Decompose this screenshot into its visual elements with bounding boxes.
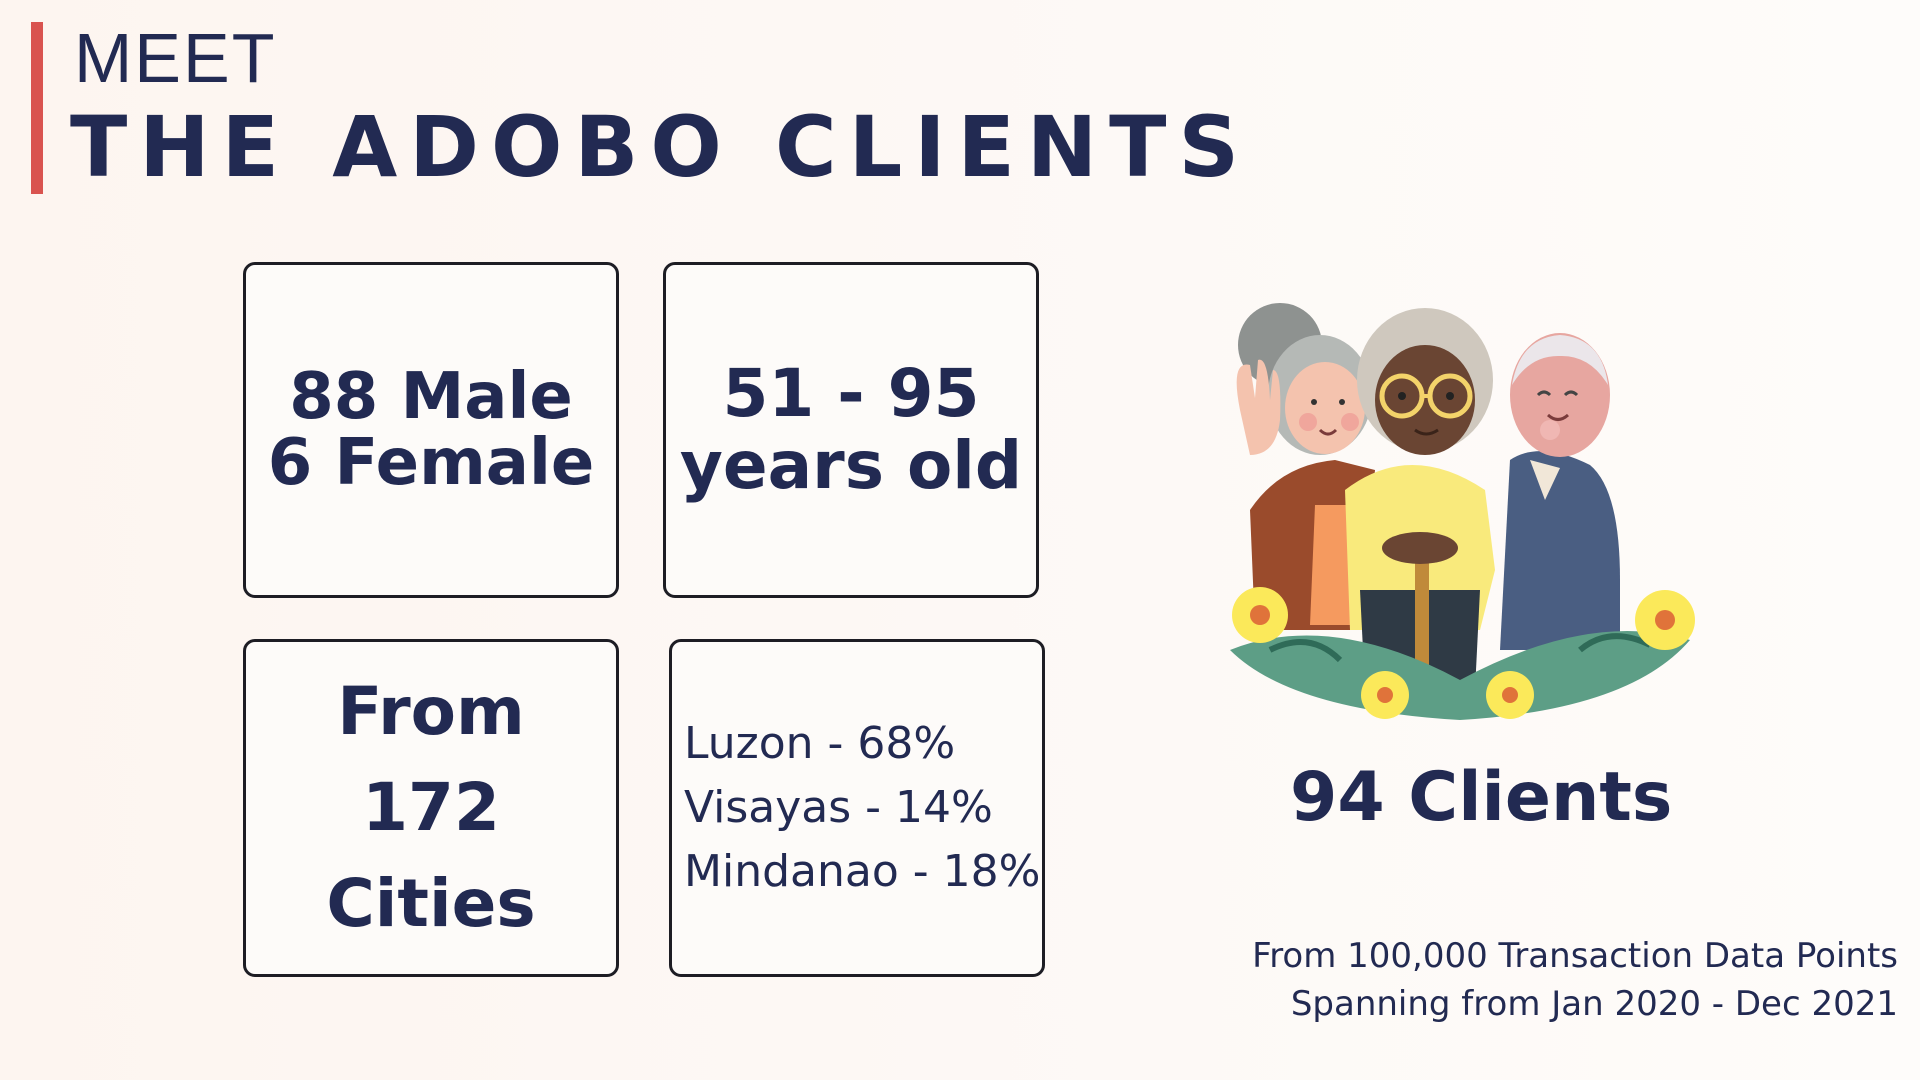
data-source-note: From 100,000 Transaction Data Points Spa… [1252,932,1898,1028]
region-luzon: Luzon - 68% [684,718,956,769]
title-kicker: MEET [74,19,277,97]
region-mindanao: Mindanao - 18% [684,846,1041,897]
age-unit: years old [679,427,1023,504]
data-span-line: Spanning from Jan 2020 - Dec 2021 [1290,984,1898,1024]
region-visayas: Visayas - 14% [684,782,993,833]
title-accent-bar [31,22,43,194]
elderly-group-illustration-icon [1230,303,1695,720]
male-count: 88 Male [289,360,573,434]
cities-card: From 172 Cities [243,639,619,977]
page-title: THE ADOBO CLIENTS [70,98,1251,196]
regions-card: Luzon - 68% Visayas - 14% Mindanao - 18% [669,639,1045,977]
clients-count: 94 Clients [1290,758,1673,837]
gender-card: 88 Male 6 Female [243,262,619,598]
cities-count: 172 Cities [326,769,536,942]
female-count: 6 Female [267,426,595,500]
cities-prefix: From [337,673,525,750]
data-source-line: From 100,000 Transaction Data Points [1252,936,1898,976]
age-card: 51 - 95 years old [663,262,1039,598]
age-range: 51 - 95 [722,355,980,432]
